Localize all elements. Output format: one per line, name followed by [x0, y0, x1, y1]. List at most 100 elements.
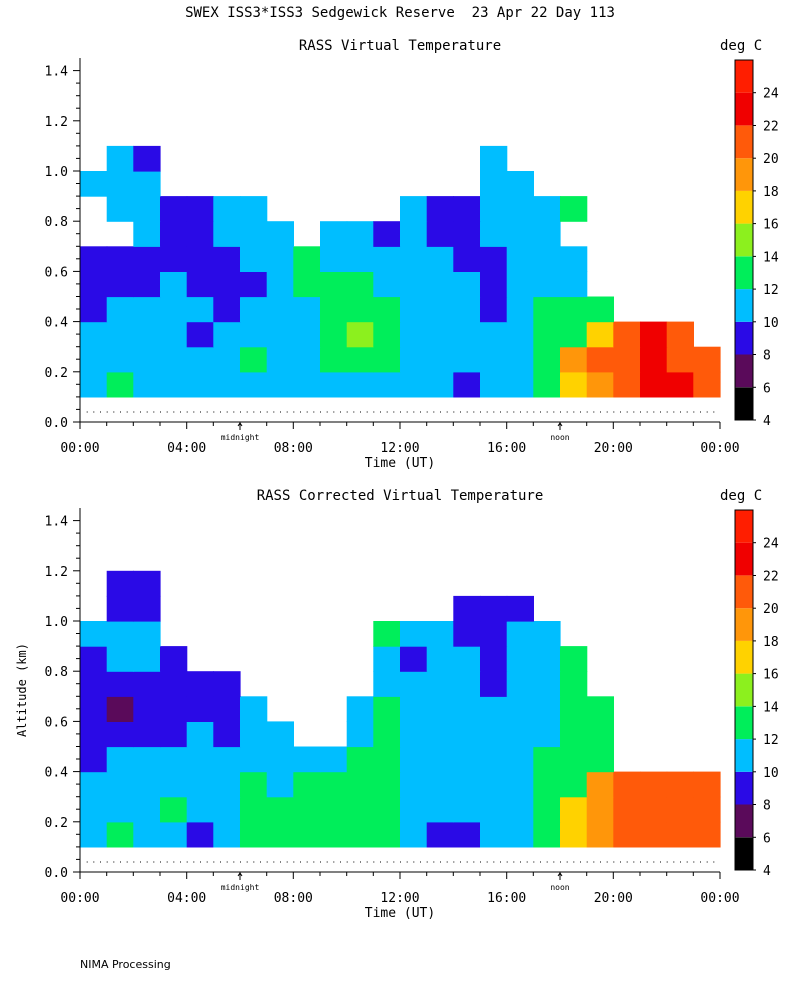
heatmap-cell: [480, 646, 508, 672]
gate-dot: [620, 861, 621, 863]
heatmap-cell: [346, 221, 374, 247]
heatmap-cell: [373, 796, 401, 823]
heatmap-cell: [693, 796, 721, 823]
gate-dot: [586, 411, 588, 413]
gate-dot: [426, 861, 428, 863]
gate-dot: [200, 411, 201, 413]
heatmap-cell: [506, 346, 534, 373]
gate-dot: [686, 411, 688, 413]
heatmap-cell: [533, 771, 561, 798]
heatmap-cell: [533, 721, 561, 748]
heatmap-cell: [400, 296, 428, 323]
heatmap-cell: [453, 721, 481, 748]
gate-dot: [533, 861, 535, 863]
heatmap-cell: [240, 696, 268, 722]
gate-dot: [366, 411, 368, 413]
x-tick-label: 08:00: [274, 891, 313, 906]
heatmap-cell: [480, 746, 508, 773]
heatmap-cell: [480, 821, 508, 848]
heatmap-cell: [400, 771, 428, 798]
colorbar-tick-label: 14: [763, 250, 779, 265]
heatmap-cell: [400, 721, 428, 748]
heatmap-cell: [506, 221, 534, 247]
heatmap-cell: [160, 796, 188, 823]
heatmap-cell: [106, 246, 134, 272]
heatmap-cell: [560, 671, 588, 697]
gate-dot: [440, 411, 441, 413]
heatmap-cell: [586, 371, 614, 398]
colorbar-band: [735, 387, 753, 420]
heatmap-cell: [666, 771, 694, 798]
marker-arrow: [237, 422, 243, 427]
gate-dot: [453, 411, 455, 413]
colorbar-band: [735, 640, 753, 674]
gate-dot: [660, 861, 661, 863]
heatmap-cell: [240, 221, 268, 247]
gate-dot: [660, 411, 661, 413]
gate-dot: [120, 411, 121, 413]
gate-dot: [133, 411, 135, 413]
heatmap-cell: [453, 221, 481, 247]
gate-dot: [540, 411, 541, 413]
heatmap-cell: [133, 646, 161, 672]
heatmap-cell: [320, 296, 348, 323]
heatmap-cell: [240, 746, 268, 773]
colorbar-tick-label: 10: [763, 316, 779, 331]
heatmap-cell: [320, 271, 348, 298]
heatmap-cell: [373, 321, 401, 348]
colorbar-band: [735, 158, 753, 191]
colorbar-band: [735, 92, 753, 126]
colorbar-tick-label: 6: [763, 381, 771, 396]
gate-dot: [673, 861, 675, 863]
x-tick-label: 00:00: [60, 441, 99, 456]
heatmap-cell: [533, 271, 561, 298]
gate-dot: [140, 411, 141, 413]
heatmap-cell: [266, 221, 294, 247]
gate-dot: [520, 411, 521, 413]
heatmap-cell: [186, 671, 214, 697]
gate-dot: [506, 411, 508, 413]
colorbar-tick-label: 4: [763, 864, 771, 879]
heatmap-cell: [320, 321, 348, 348]
heatmap-cell: [560, 346, 588, 373]
heatmap-cell: [266, 821, 294, 848]
heatmap-cell: [666, 821, 694, 848]
heatmap-cell: [80, 246, 108, 272]
heatmap-cell: [613, 321, 641, 348]
heatmap-cell: [266, 771, 294, 798]
gate-dot: [293, 411, 295, 413]
heatmap-cell: [560, 796, 588, 823]
gate-dot: [560, 861, 561, 863]
heatmap-cell: [666, 796, 694, 823]
gate-dot: [700, 861, 701, 863]
x-tick-label: 12:00: [380, 441, 419, 456]
heatmap-cell: [480, 296, 508, 323]
heatmap-cell: [266, 796, 294, 823]
heatmap-cell: [186, 246, 214, 272]
heatmap-cell: [346, 696, 374, 722]
heatmap-cell: [586, 721, 614, 748]
heatmap-cell: [400, 671, 428, 697]
heatmap-cell: [480, 145, 508, 172]
gate-dot: [333, 411, 335, 413]
gate-dot: [373, 861, 375, 863]
gate-dot: [553, 411, 555, 413]
heatmap-cell: [186, 796, 214, 823]
gate-dot: [133, 861, 135, 863]
colorbar-tick-label: 20: [763, 152, 779, 167]
gate-dot: [420, 861, 421, 863]
heatmap-cell: [480, 621, 508, 647]
heatmap-cell: [80, 746, 108, 773]
y-tick-label: 1.2: [45, 115, 68, 130]
gate-dot: [433, 411, 435, 413]
gate-dot: [186, 411, 188, 413]
heatmap-cell: [106, 346, 134, 373]
marker-arrow: [557, 872, 563, 877]
gate-dot: [173, 861, 175, 863]
gate-dot: [86, 411, 88, 413]
heatmap-cell: [186, 321, 214, 348]
heatmap-cell: [133, 570, 161, 597]
heatmap-cell: [293, 246, 321, 272]
gate-dot: [100, 861, 101, 863]
heatmap-cell: [106, 696, 134, 722]
